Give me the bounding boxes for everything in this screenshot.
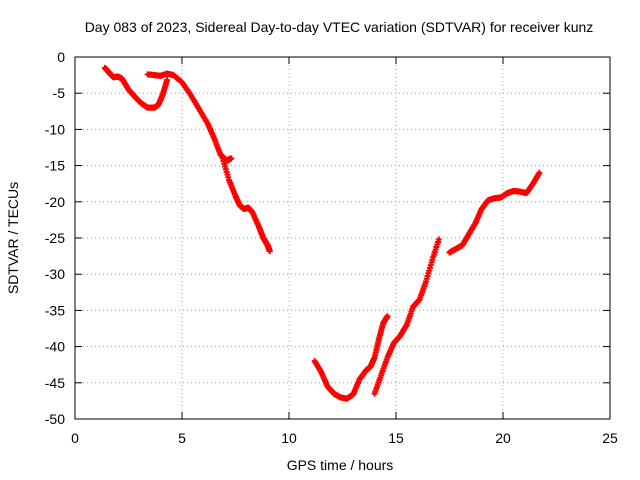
y-tick-label: -5 — [53, 85, 66, 101]
y-tick-label: -40 — [45, 339, 65, 355]
data-points — [101, 64, 543, 402]
y-axis-title: SDTVAR / TECUs — [5, 182, 21, 294]
chart-title: Day 083 of 2023, Sidereal Day-to-day VTE… — [85, 19, 594, 35]
x-tick-label: 0 — [71, 430, 79, 446]
axis-ticks: 0 5 10 15 20 25 0 -5 -10 -15 -20 -25 -30 -35 -40 -45 -50 — [45, 49, 618, 446]
data-point — [164, 77, 171, 84]
x-tick-label: 10 — [281, 430, 297, 446]
y-tick-label: -35 — [45, 302, 65, 318]
series-arc-6 — [446, 169, 543, 256]
series-arc-5 — [371, 236, 442, 397]
series-arc-4 — [311, 313, 391, 402]
data-point — [435, 236, 442, 243]
y-tick-label: -45 — [45, 375, 65, 391]
x-axis-title: GPS time / hours — [287, 457, 394, 473]
y-tick-label: -15 — [45, 158, 65, 174]
y-tick-label: -10 — [45, 121, 65, 137]
y-tick-label: -30 — [45, 266, 65, 282]
data-point — [384, 313, 391, 320]
series-arc-2 — [144, 70, 235, 164]
data-point — [266, 248, 273, 255]
y-tick-label: -50 — [45, 411, 65, 427]
y-tick-label: -25 — [45, 230, 65, 246]
x-tick-label: 15 — [388, 430, 404, 446]
x-tick-label: 5 — [178, 430, 186, 446]
y-tick-label: -20 — [45, 194, 65, 210]
y-tick-label: 0 — [57, 49, 65, 65]
x-tick-label: 20 — [495, 430, 511, 446]
data-point — [536, 169, 543, 176]
grid-lines — [75, 57, 610, 419]
x-tick-label: 25 — [602, 430, 618, 446]
data-point — [228, 155, 235, 162]
series-arc-1 — [101, 64, 171, 111]
series-arc-3 — [219, 155, 273, 255]
